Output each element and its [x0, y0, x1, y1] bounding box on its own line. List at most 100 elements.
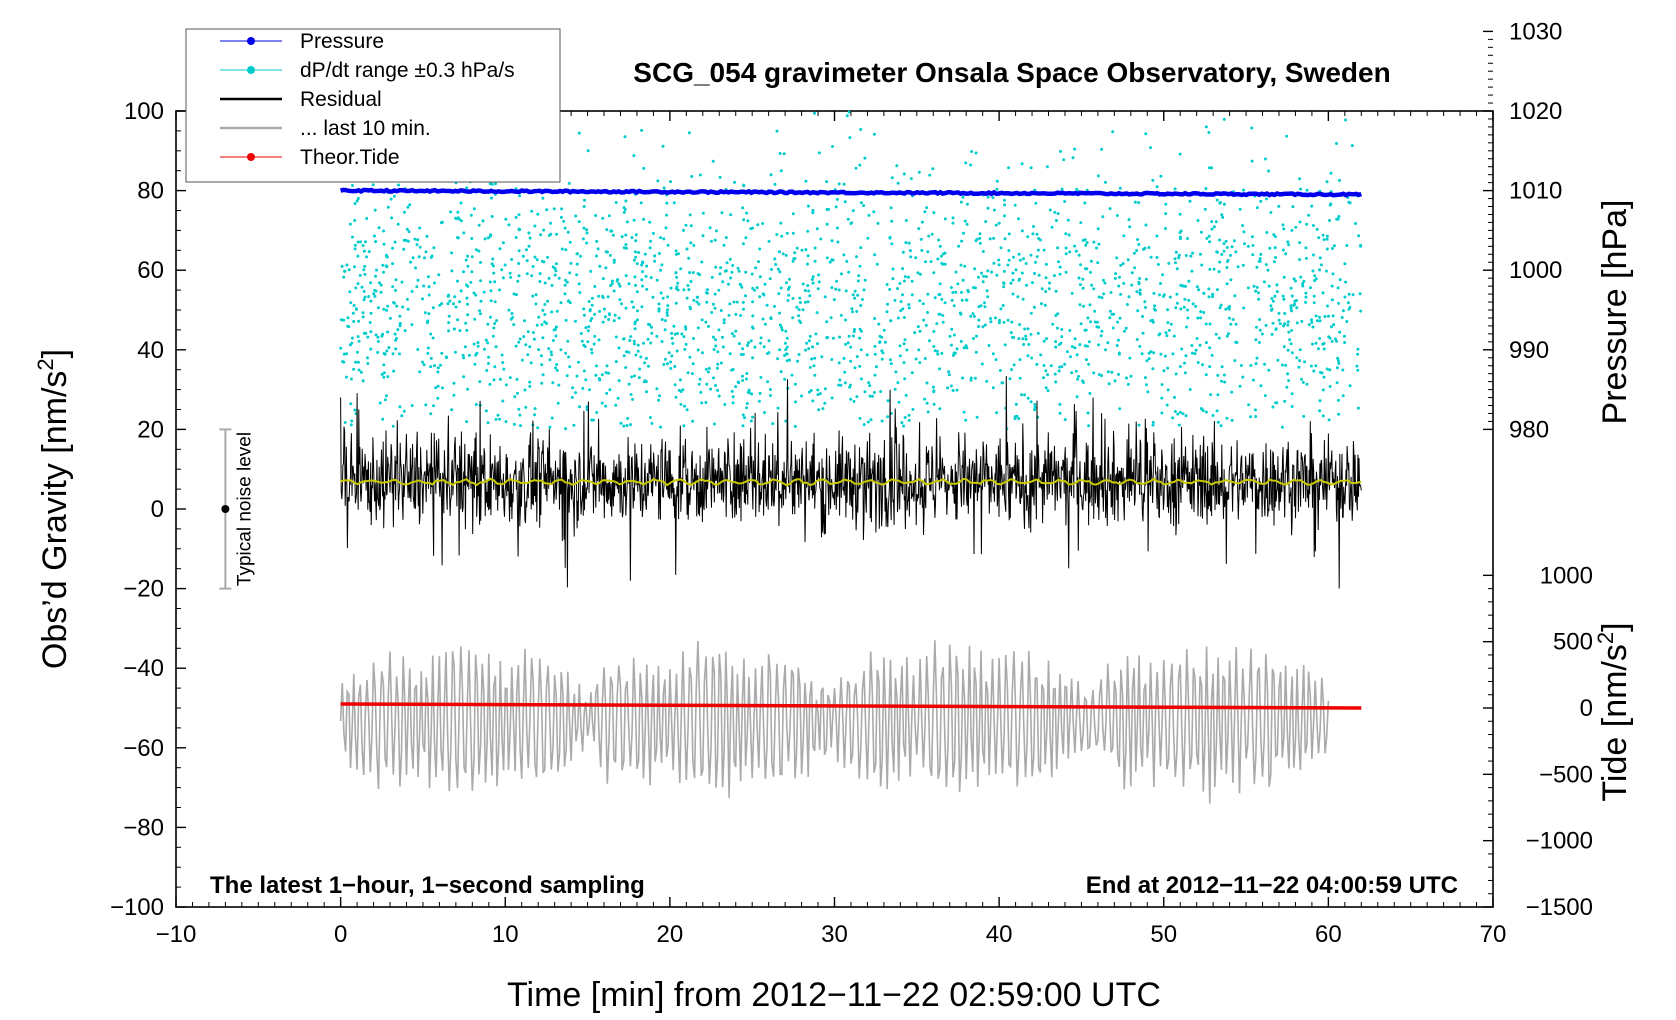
dpdt-point [1267, 368, 1271, 372]
dpdt-point [969, 314, 973, 318]
dpdt-point [369, 311, 373, 315]
dpdt-point [797, 314, 801, 318]
dpdt-point [842, 182, 846, 186]
dpdt-point [784, 341, 787, 345]
dpdt-point [474, 248, 478, 252]
dpdt-point [1183, 361, 1186, 365]
dpdt-point [633, 250, 637, 254]
dpdt-point [672, 201, 676, 205]
dpdt-point [1323, 315, 1327, 318]
dpdt-point [952, 353, 955, 357]
dpdt-point [932, 330, 936, 333]
dpdt-point [751, 415, 755, 419]
dpdt-point [617, 316, 621, 320]
dpdt-point [685, 408, 689, 412]
dpdt-point [1337, 215, 1341, 218]
dpdt-point [600, 373, 604, 377]
dpdt-point [1304, 295, 1308, 299]
dpdt-point [617, 282, 621, 286]
dpdt-point [763, 411, 766, 414]
dpdt-point [903, 377, 907, 381]
dpdt-point [1187, 279, 1191, 283]
dpdt-point [492, 271, 496, 275]
dpdt-point [744, 236, 748, 240]
dpdt-point [418, 226, 422, 230]
dpdt-point [746, 219, 750, 223]
dpdt-point [611, 279, 614, 283]
dpdt-point [1068, 250, 1072, 254]
dpdt-point [829, 316, 833, 320]
dpdt-point [779, 221, 783, 225]
dpdt-point [896, 381, 900, 385]
dpdt-point [433, 364, 436, 368]
dpdt-point [878, 334, 882, 338]
dpdt-point [343, 421, 347, 424]
dpdt-point [888, 235, 892, 239]
dpdt-point [669, 367, 673, 370]
sampling-note: The latest 1−hour, 1−second sampling [210, 872, 645, 899]
dpdt-point [901, 267, 905, 271]
dpdt-point [1073, 244, 1077, 248]
dpdt-point [991, 386, 995, 390]
dpdt-point [447, 321, 451, 325]
noise-level-bar: Typical noise level [219, 428, 255, 590]
dpdt-point [759, 375, 763, 379]
residual-series [340, 375, 1362, 589]
dpdt-point [363, 295, 367, 299]
dpdt-point [688, 355, 692, 359]
dpdt-point [550, 353, 554, 357]
dpdt-point [785, 231, 789, 235]
dpdt-point [1210, 353, 1214, 357]
dpdt-point [510, 312, 514, 315]
dpdt-point [1058, 411, 1062, 415]
dpdt-point [365, 255, 369, 259]
dpdt-point [1211, 295, 1214, 299]
dpdt-point [1160, 383, 1164, 387]
dpdt-point [903, 416, 907, 419]
dpdt-point [707, 366, 711, 370]
dpdt-point [565, 374, 569, 378]
dpdt-point [537, 348, 541, 352]
dpdt-point [401, 305, 405, 309]
dpdt-point [1092, 240, 1096, 244]
theor-tide-line [340, 702, 1362, 710]
dpdt-point [1075, 395, 1079, 399]
dpdt-point [758, 247, 762, 251]
dpdt-point [1085, 267, 1089, 271]
dpdt-point [846, 341, 850, 345]
dpdt-point [453, 327, 456, 331]
dpdt-point [406, 205, 410, 209]
dpdt-point [564, 248, 568, 252]
dpdt-point [737, 381, 741, 385]
dpdt-point [747, 391, 751, 395]
dpdt-point [889, 362, 893, 366]
dpdt-point [1048, 281, 1051, 285]
dpdt-point [584, 326, 588, 330]
dpdt-point [894, 370, 898, 374]
dpdt-point [376, 335, 380, 339]
dpdt-point [537, 315, 541, 319]
dpdt-point [1174, 261, 1177, 265]
dpdt-point [904, 241, 908, 245]
dpdt-point [1084, 243, 1088, 247]
dpdt-point [359, 240, 362, 244]
dpdt-point [1178, 410, 1182, 414]
dpdt-point [1341, 368, 1345, 372]
dpdt-point [432, 404, 435, 408]
dpdt-point [739, 314, 743, 317]
dpdt-point [462, 270, 465, 274]
dpdt-point [1331, 272, 1335, 276]
dpdt-point [1095, 325, 1099, 329]
dpdt-point [657, 398, 661, 402]
dpdt-point [559, 348, 563, 352]
dpdt-point [1292, 277, 1296, 281]
dpdt-point [459, 219, 463, 223]
dpdt-point [372, 292, 376, 296]
dpdt-point [994, 316, 997, 320]
dpdt-point [676, 281, 680, 285]
dpdt-point [380, 334, 384, 338]
dpdt-point [1217, 270, 1221, 274]
dpdt-point [700, 401, 704, 405]
dpdt-point [751, 300, 755, 304]
dpdt-point [705, 288, 709, 292]
